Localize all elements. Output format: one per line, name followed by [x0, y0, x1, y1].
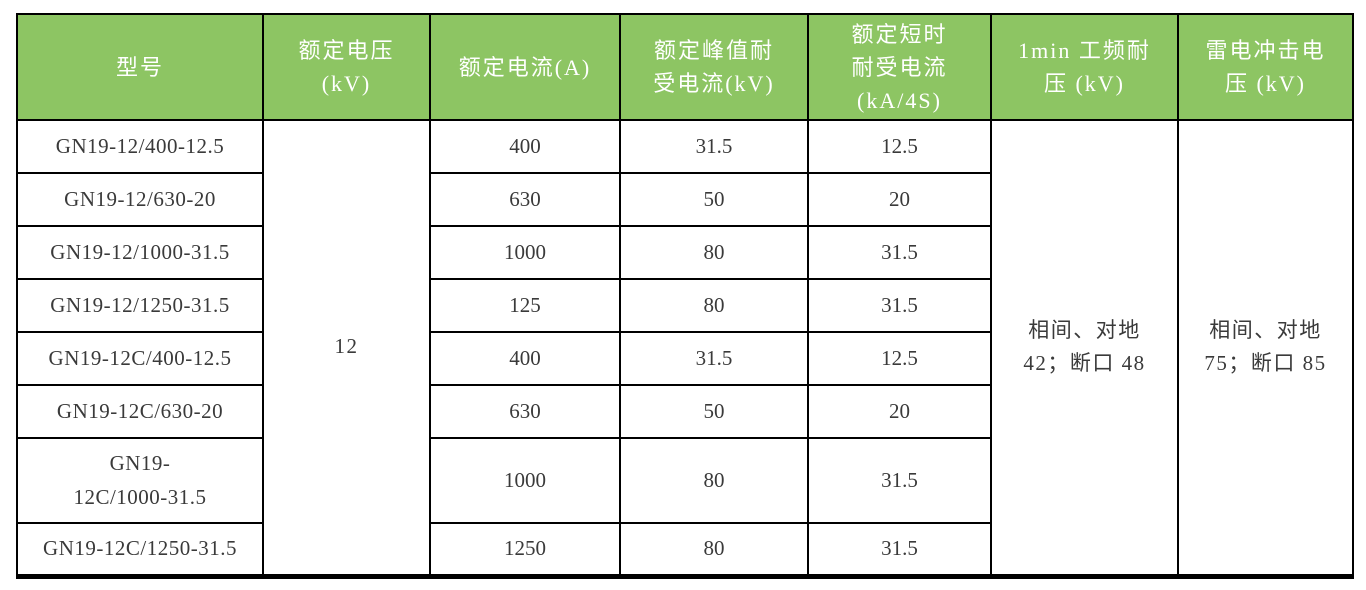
table-row: GN19-12/630-20 630 50 20 — [16, 172, 1353, 227]
header-cell-power-frequency-withstand: 1min 工频耐 压 (kV) — [990, 13, 1179, 121]
power-frequency-merged-cell: 相间、对地 42；断口 48 — [990, 119, 1179, 577]
current-cell: 400 — [429, 119, 621, 174]
peak-cell: 31.5 — [619, 331, 809, 386]
current-cell: 1250 — [429, 522, 621, 577]
header-cell-peak-withstand-current: 额定峰值耐 受电流(kV) — [619, 13, 809, 121]
short-time-cell: 12.5 — [807, 331, 992, 386]
current-cell: 630 — [429, 172, 621, 227]
header-cell-model: 型号 — [16, 13, 264, 121]
short-time-cell: 31.5 — [807, 437, 992, 524]
current-cell: 400 — [429, 331, 621, 386]
model-cell: GN19-12/1250-31.5 — [16, 278, 264, 333]
short-time-cell: 20 — [807, 172, 992, 227]
model-cell: GN19-12/400-12.5 — [16, 119, 264, 174]
peak-cell: 31.5 — [619, 119, 809, 174]
table-row: GN19- 12C/1000-31.5 1000 80 31.5 — [16, 437, 1353, 524]
lightning-impulse-merged-cell: 相间、对地 75；断口 85 — [1177, 119, 1354, 577]
current-cell: 1000 — [429, 437, 621, 524]
model-cell: GN19- 12C/1000-31.5 — [16, 437, 264, 524]
short-time-cell: 31.5 — [807, 278, 992, 333]
spec-table: 型号 额定电压 (kV) 额定电流(A) 额定峰值耐 受电流(kV) 额定短时 … — [16, 13, 1354, 579]
current-cell: 125 — [429, 278, 621, 333]
model-cell: GN19-12/1000-31.5 — [16, 225, 264, 280]
table-row: GN19-12C/630-20 630 50 20 — [16, 384, 1353, 439]
table-row: GN19-12/1000-31.5 1000 80 31.5 — [16, 225, 1353, 280]
peak-cell: 50 — [619, 384, 809, 439]
model-cell: GN19-12C/400-12.5 — [16, 331, 264, 386]
model-cell: GN19-12C/1250-31.5 — [16, 522, 264, 577]
peak-cell: 80 — [619, 278, 809, 333]
short-time-cell: 20 — [807, 384, 992, 439]
header-row: 型号 额定电压 (kV) 额定电流(A) 额定峰值耐 受电流(kV) 额定短时 … — [16, 13, 1354, 121]
model-cell: GN19-12C/630-20 — [16, 384, 264, 439]
header-cell-lightning-impulse: 雷电冲击电 压 (kV) — [1177, 13, 1354, 121]
peak-cell: 80 — [619, 522, 809, 577]
table-row: GN19-12/1250-31.5 125 80 31.5 — [16, 278, 1353, 333]
short-time-cell: 31.5 — [807, 225, 992, 280]
model-cell: GN19-12/630-20 — [16, 172, 264, 227]
peak-cell: 80 — [619, 225, 809, 280]
header-cell-rated-current: 额定电流(A) — [429, 13, 621, 121]
table-row: GN19-12C/400-12.5 400 31.5 12.5 — [16, 331, 1353, 386]
table-row: GN19-12/400-12.5 12 400 31.5 12.5 相间、对地 … — [16, 119, 1354, 577]
peak-cell: 80 — [619, 437, 809, 524]
rated-voltage-merged-cell: 12 — [262, 119, 431, 577]
peak-cell: 50 — [619, 172, 809, 227]
current-cell: 1000 — [429, 225, 621, 280]
short-time-cell: 31.5 — [807, 522, 992, 577]
header-cell-rated-voltage: 额定电压 (kV) — [262, 13, 431, 121]
table-row: GN19-12C/1250-31.5 1250 80 31.5 — [16, 522, 1353, 577]
short-time-cell: 12.5 — [807, 119, 992, 174]
current-cell: 630 — [429, 384, 621, 439]
header-cell-short-time-withstand-current: 额定短时 耐受电流 (kA/4S) — [807, 13, 992, 121]
